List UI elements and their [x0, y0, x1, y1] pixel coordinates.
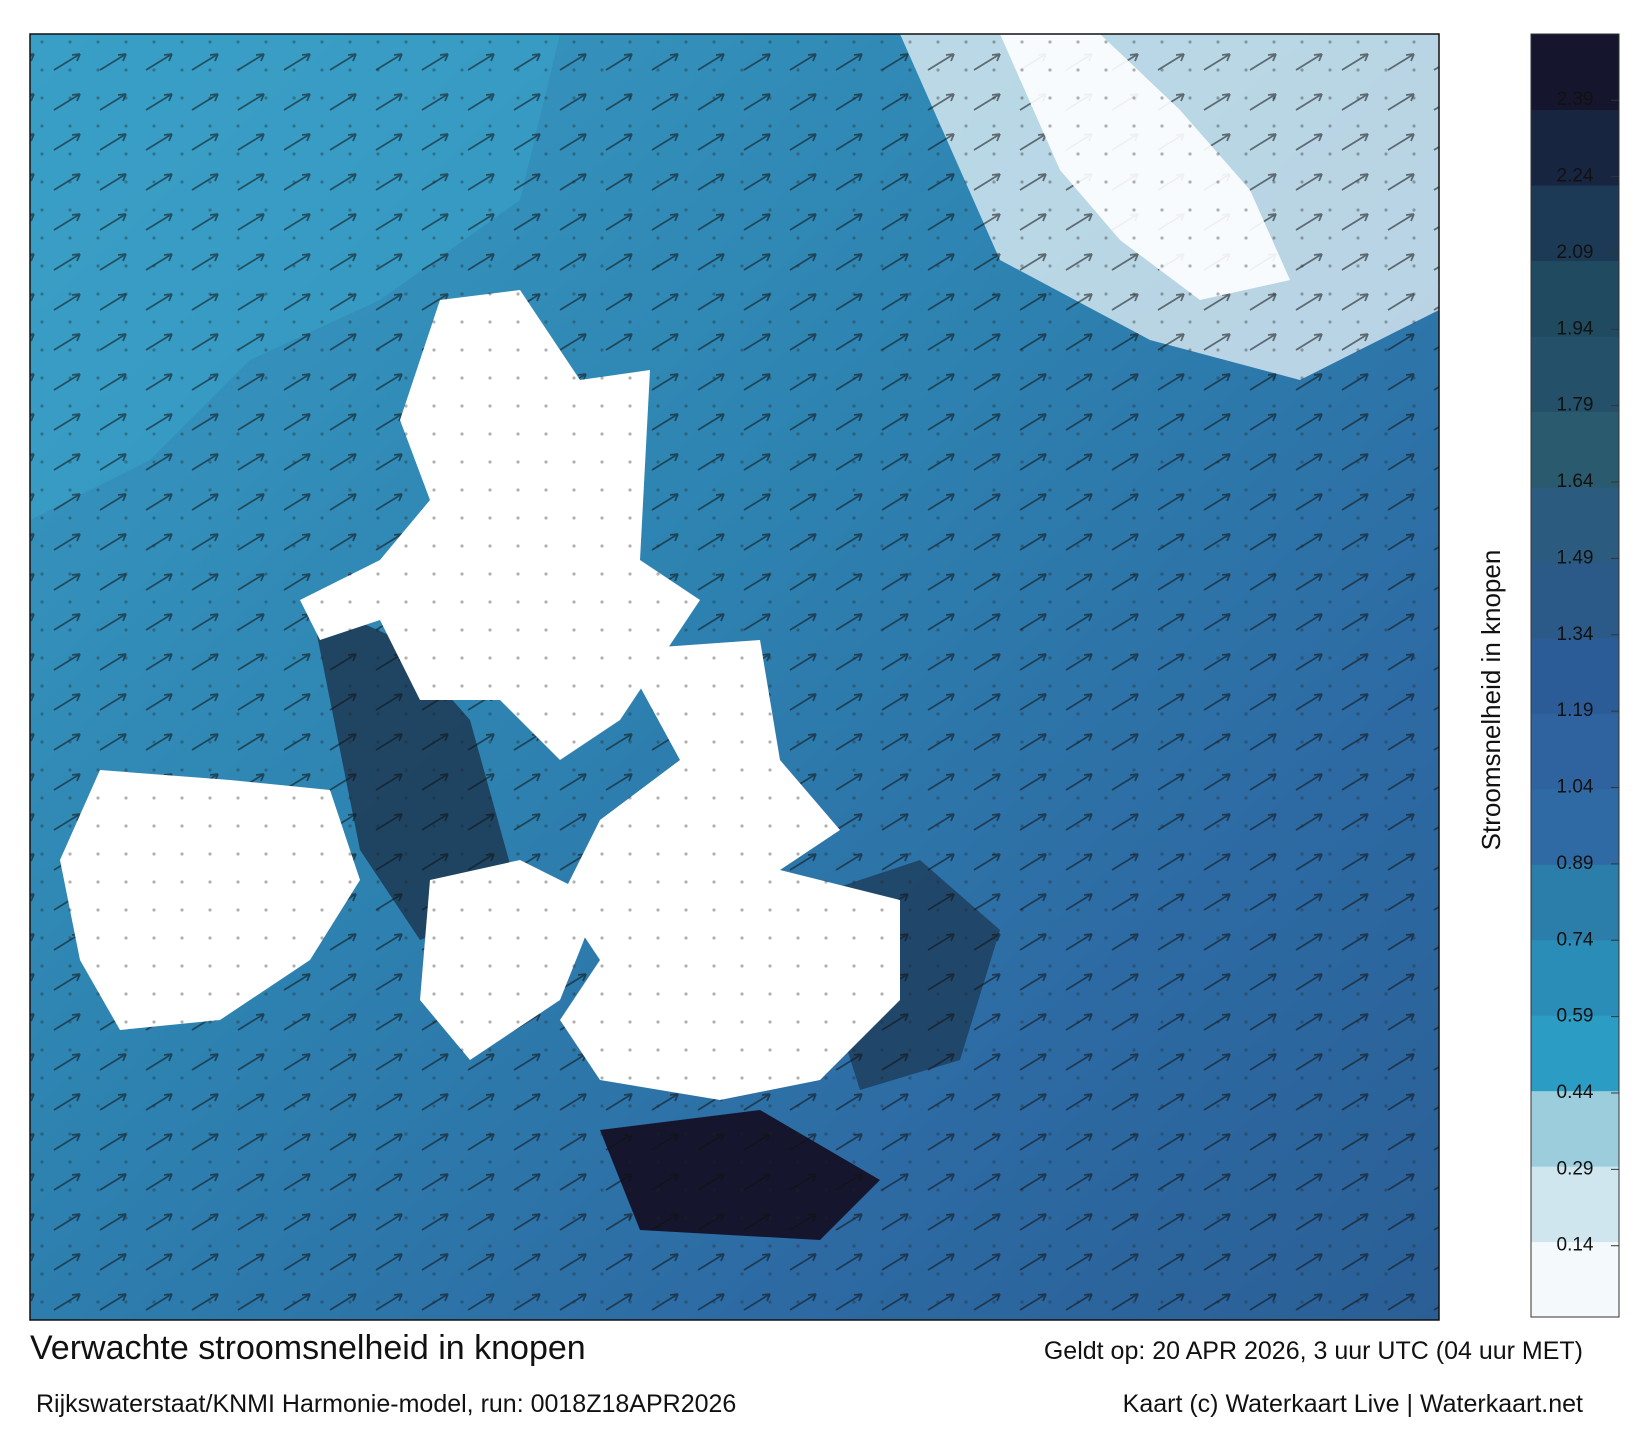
colorbar-band [1531, 260, 1619, 337]
colorbar-band [1531, 1241, 1619, 1318]
colorbar-band [1531, 109, 1619, 186]
colorbar-band [1531, 713, 1619, 790]
map-area [30, 34, 1439, 1320]
colorbar-tick-label: 0.44 [1557, 1082, 1594, 1103]
colorbar: 0.14 0.29 0.44 0.59 0.74 0.89 1.04 1.19 1.34 1.49… [1530, 33, 1620, 1318]
colorbar-band [1531, 1166, 1619, 1243]
colorbar-tick-label: 1.34 [1557, 624, 1594, 645]
colorbar-tick-label: 1.49 [1557, 547, 1594, 568]
colorbar-band [1531, 1015, 1619, 1092]
colorbar-band [1531, 788, 1619, 865]
colorbar-tick-label: 1.79 [1557, 395, 1594, 416]
colorbar-tick-label: 1.94 [1557, 318, 1594, 339]
colorbar-frame [1530, 33, 1620, 1318]
credit: Kaart (c) Waterkaart Live | Waterkaart.n… [1123, 1390, 1583, 1418]
colorbar-tick-label: 0.74 [1557, 929, 1594, 950]
colorbar-band [1531, 939, 1619, 1016]
colorbar-label: Stroomsnelheid in knopen [1476, 550, 1506, 851]
colorbar-band [1531, 34, 1619, 111]
colorbar-tick-label: 2.09 [1557, 242, 1594, 263]
colorbar-band [1531, 1090, 1619, 1167]
colorbar-tick-label: 2.24 [1557, 166, 1594, 187]
colorbar-band [1531, 335, 1619, 412]
map-subtitle: Rijkswaterstaat/KNMI Harmonie-model, run… [36, 1390, 736, 1418]
colorbar-band [1531, 184, 1619, 262]
colorbar-tick-label: 0.59 [1557, 1006, 1594, 1027]
colorbar-band [1531, 486, 1619, 563]
colorbar-tick-label: 1.04 [1557, 777, 1594, 798]
colorbar-band [1531, 637, 1619, 714]
map-title: Verwachte stroomsnelheid in knopen [30, 1329, 586, 1367]
map-frame [29, 33, 1440, 1321]
colorbar-tick-label: 0.14 [1557, 1235, 1594, 1256]
colorbar-band [1531, 562, 1619, 639]
valid-time: Geldt op: 20 APR 2026, 3 uur UTC (04 uur… [1044, 1337, 1583, 1365]
colorbar-band [1531, 411, 1619, 488]
colorbar-tick-label: 1.64 [1557, 471, 1594, 492]
colorbar-tick-label: 2.39 [1557, 89, 1594, 110]
colorbar-tick-label: 1.19 [1557, 700, 1594, 721]
colorbar-tick-label: 0.29 [1557, 1158, 1594, 1179]
colorbar-band [1531, 864, 1619, 941]
colorbar-tick-label: 0.89 [1557, 853, 1594, 874]
